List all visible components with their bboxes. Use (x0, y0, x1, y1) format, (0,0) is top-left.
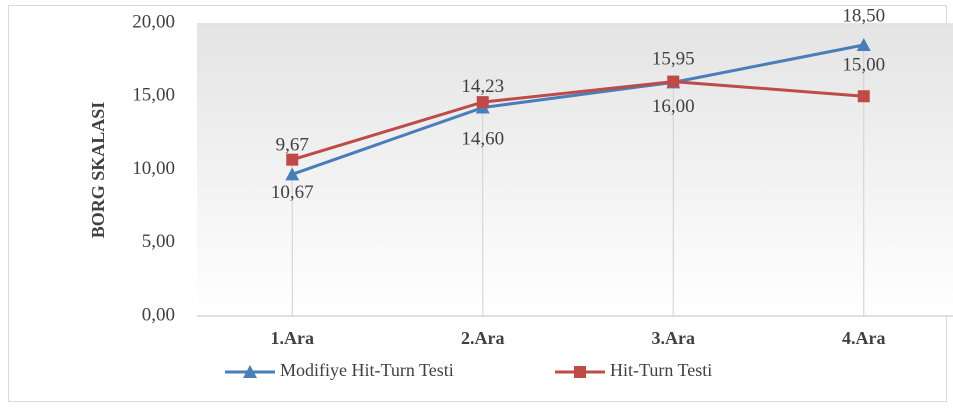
y-tick-label: 5,00 (142, 231, 175, 252)
legend-label: Hit-Turn Testi (610, 360, 712, 380)
plot-area (197, 23, 953, 316)
series-line (291, 80, 864, 162)
y-tick-label: 10,00 (132, 158, 175, 179)
y-tick-label: 0,00 (142, 304, 175, 325)
data-point (857, 90, 870, 103)
value-label: 16,00 (652, 96, 695, 117)
value-label: 10,67 (271, 182, 314, 203)
value-label: 15,95 (652, 49, 695, 70)
x-tick-label: 2.Ara (461, 328, 505, 348)
data-point (286, 153, 299, 166)
x-tick-label: 3.Ara (652, 328, 696, 348)
legend-marker (243, 365, 257, 378)
data-point (856, 37, 871, 51)
data-point (476, 96, 489, 109)
y-axis-label: BORG SKALASI (88, 102, 108, 239)
value-label: 15,00 (842, 55, 885, 76)
x-tick-label: 1.Ara (271, 328, 315, 348)
data-point (667, 75, 680, 88)
series-line (291, 43, 865, 176)
legend-marker (574, 366, 586, 378)
value-label: 18,50 (842, 5, 885, 26)
legend-label: Modifiye Hit-Turn Testi (280, 360, 454, 380)
value-label: 9,67 (276, 135, 309, 156)
value-label: 14,23 (461, 76, 504, 97)
y-tick-label: 20,00 (132, 11, 175, 32)
value-label: 14,60 (461, 128, 504, 149)
x-tick-label: 4.Ara (842, 328, 886, 348)
y-tick-label: 15,00 (132, 85, 175, 106)
data-point (285, 167, 300, 181)
